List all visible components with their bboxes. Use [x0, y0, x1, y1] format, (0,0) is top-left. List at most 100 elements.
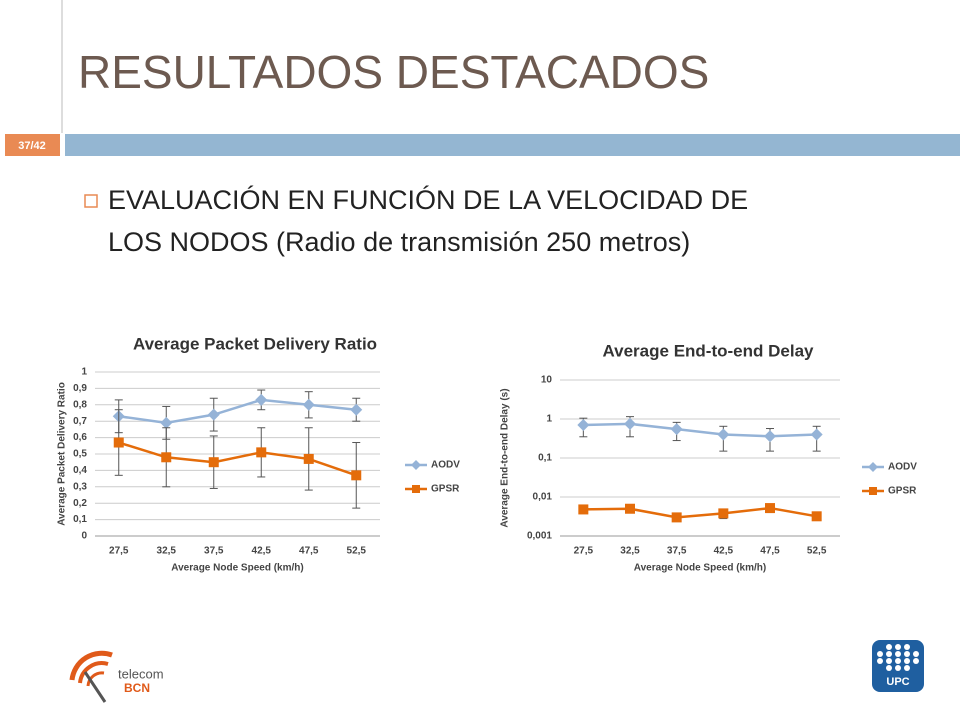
x-tick-label: 37,5: [667, 546, 687, 557]
chart: Average Packet Delivery Ratio 0 0,1 0,2 0,3 0…: [57, 334, 461, 573]
logo-arc: [78, 661, 109, 684]
marker: [717, 428, 730, 441]
marker: [303, 453, 314, 464]
x-tick-label: 42,5: [714, 546, 734, 557]
upc-dot: [877, 658, 883, 664]
marker: [578, 504, 589, 515]
y-tick-label: 0,1: [538, 453, 552, 464]
series-line: [118, 398, 357, 425]
legend-label: GPSR: [888, 486, 917, 497]
logo-arc: [69, 650, 113, 681]
y-tick-label: 0,1: [73, 514, 87, 525]
upc-dot: [886, 665, 892, 671]
y-tick-label: 0,2: [73, 498, 87, 509]
series-line: [583, 422, 817, 438]
y-tick-label: 0,6: [73, 432, 87, 443]
marker: [302, 398, 315, 411]
logo-text: telecom: [118, 666, 164, 681]
marker: [208, 457, 219, 468]
marker: [207, 408, 220, 421]
y-tick-label: 0,7: [73, 416, 87, 427]
y-tick-label: 0,5: [73, 449, 87, 460]
marker: [625, 503, 635, 514]
y-tick-label: 0,001: [527, 531, 552, 542]
marker: [671, 512, 682, 523]
logo-text: BCN: [124, 681, 150, 695]
upc-dot: [895, 665, 901, 671]
y-tick-label: 0,4: [73, 465, 87, 476]
x-tick-label: 32,5: [620, 546, 640, 557]
bullet-marker: [84, 194, 98, 208]
legend-marker: [412, 485, 420, 493]
marker: [764, 430, 776, 443]
logo-stroke: [83, 671, 107, 703]
logo-text: UPC: [886, 676, 909, 688]
x-tick-label: 47,5: [760, 546, 780, 557]
x-tick-label: 47,5: [299, 546, 319, 557]
x-tick-label: 52,5: [347, 546, 367, 557]
marker: [256, 447, 267, 458]
y-tick-label: 1: [546, 414, 552, 425]
x-tick-label: 42,5: [252, 546, 272, 557]
upc-dot: [913, 658, 919, 664]
telecom-logo: telecom BCN: [69, 650, 164, 703]
header-bar: [65, 134, 960, 156]
y-tick-label: 0,8: [73, 399, 87, 410]
series-line: [118, 441, 357, 477]
legend-marker: [411, 460, 421, 470]
upc-dot: [886, 658, 892, 664]
legend-label: AODV: [888, 462, 917, 473]
x-tick-label: 32,5: [157, 546, 177, 557]
upc-dot: [886, 644, 892, 650]
marker: [351, 470, 362, 481]
upc-dot: [904, 644, 910, 650]
y-axis-label: Average Packet Delivery Ratio: [57, 382, 68, 526]
y-axis-label: Average End-to-end Delay (s): [500, 388, 511, 527]
page-number: 37/42: [18, 140, 46, 152]
y-tick-label: 0: [81, 531, 87, 542]
bullet-text: LOS NODOS (Radio de transmisión 250 metr…: [108, 227, 690, 257]
upc-dot: [904, 658, 910, 664]
marker: [161, 452, 172, 463]
marker: [670, 423, 683, 436]
marker: [160, 416, 173, 429]
upc-logo: UPC: [872, 640, 924, 692]
upc-dot: [904, 651, 910, 657]
page-box: [5, 134, 60, 156]
y-tick-label: 0,01: [533, 492, 553, 503]
legend-marker: [868, 462, 878, 472]
upc-dot: [895, 644, 901, 650]
legend-marker: [869, 487, 877, 495]
y-tick-label: 0,3: [73, 481, 87, 492]
x-axis-label: Average Node Speed (km/h): [171, 563, 303, 574]
y-tick-label: 10: [541, 375, 553, 386]
y-tick-label: 1: [81, 367, 87, 378]
chart-title: Average Packet Delivery Ratio: [133, 334, 377, 353]
upc-dot: [877, 651, 883, 657]
marker: [255, 393, 268, 406]
logo-arc: [86, 671, 105, 687]
chart: Average End-to-end Delay 0,001 0,01 0,1 1 10 2…: [500, 341, 918, 573]
series-line: [583, 506, 817, 519]
legend-label: GPSR: [431, 484, 460, 495]
slide-title: RESULTADOS DESTACADOS: [78, 46, 709, 98]
marker: [350, 403, 363, 416]
x-tick-label: 27,5: [109, 546, 129, 557]
marker: [624, 417, 636, 430]
upc-dot: [895, 651, 901, 657]
y-tick-label: 0,9: [73, 383, 87, 394]
upc-dot: [913, 651, 919, 657]
x-axis-label: Average Node Speed (km/h): [634, 563, 766, 574]
legend-label: AODV: [431, 460, 460, 471]
marker: [765, 503, 775, 514]
marker: [577, 419, 590, 432]
upc-dot: [895, 658, 901, 664]
marker: [811, 511, 822, 522]
upc-dot: [886, 651, 892, 657]
upc-dot: [904, 665, 910, 671]
x-tick-label: 52,5: [807, 546, 827, 557]
x-tick-label: 27,5: [574, 546, 594, 557]
marker: [113, 437, 124, 448]
x-tick-label: 37,5: [204, 546, 224, 557]
